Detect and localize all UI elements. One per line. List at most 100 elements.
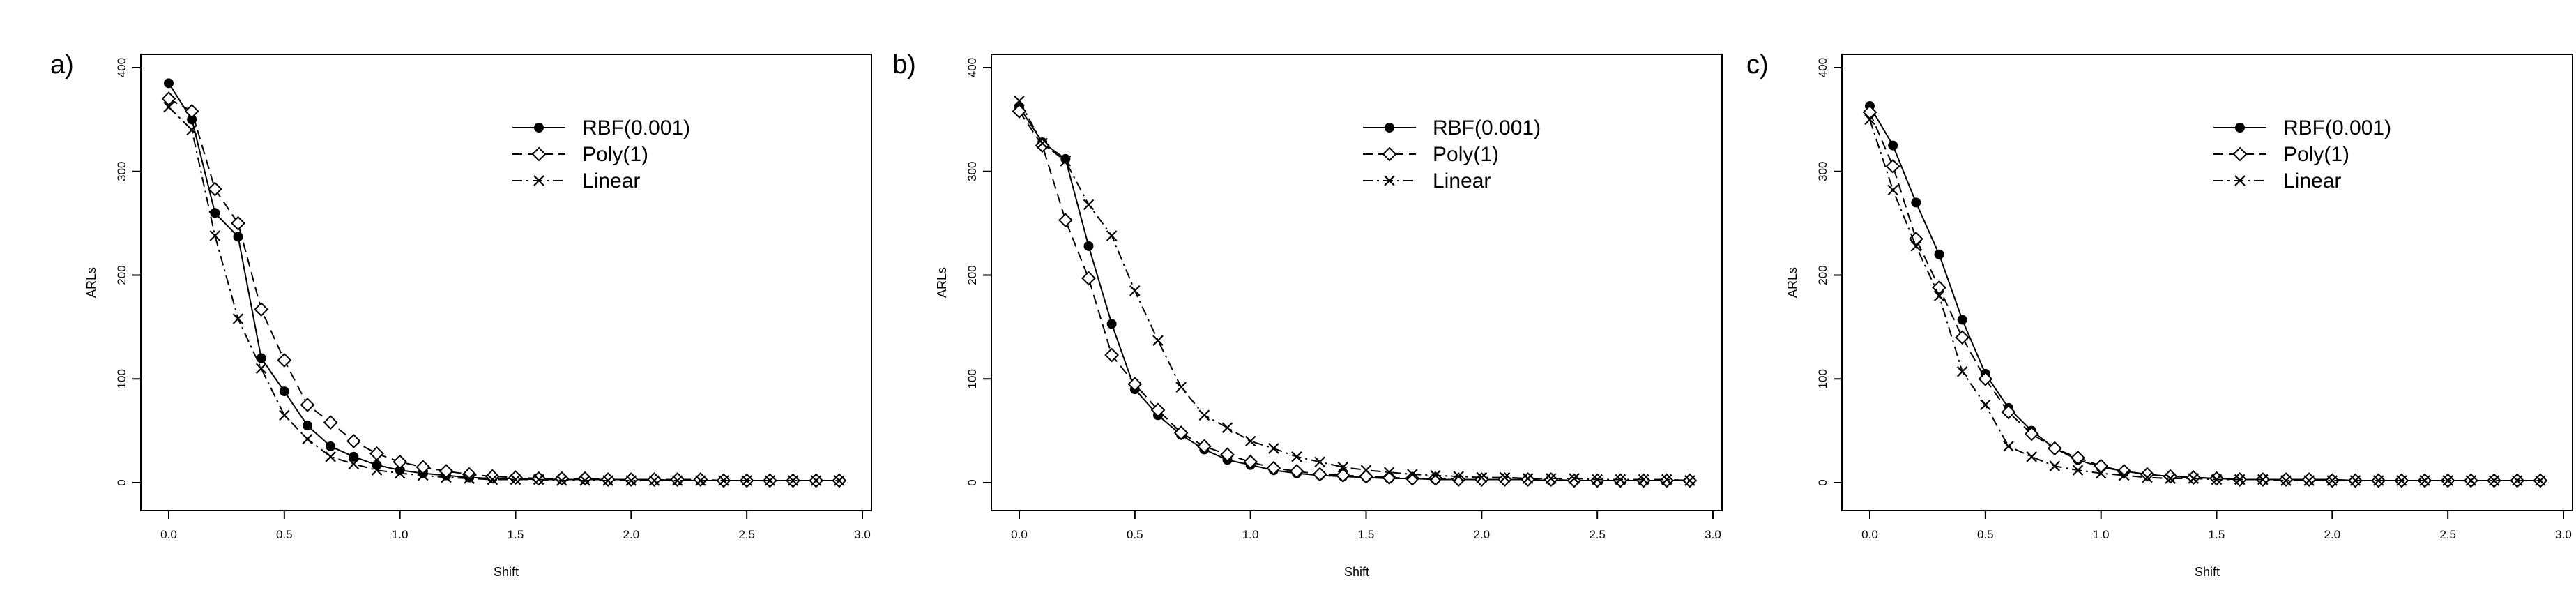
data-point	[255, 363, 267, 375]
data-point	[1453, 471, 1464, 482]
chart-panel-2: b) 0.0 0.5 1.0 1.5 2.0 2.5 3.0 0 100 200 300 400 Shif…	[892, 50, 1723, 579]
data-point	[1428, 471, 1443, 486]
data-point	[2535, 475, 2546, 486]
data-point	[2188, 473, 2200, 484]
data-point	[1407, 469, 1418, 480]
data-point	[2003, 441, 2014, 452]
y-tick-label: 300	[115, 162, 128, 181]
data-point	[2234, 474, 2246, 485]
plot-frame	[140, 54, 872, 511]
series-2	[1862, 105, 2548, 488]
series-line	[1019, 106, 1690, 481]
data-point	[2465, 475, 2477, 486]
y-axis-title: ARLs	[84, 267, 98, 298]
data-point	[2049, 460, 2061, 471]
legend-marker	[1382, 146, 1397, 162]
y-tick-label: 300	[1816, 162, 1829, 181]
y-tick-label: 100	[1816, 369, 1829, 388]
y-tick-label: 300	[966, 162, 979, 181]
data-point	[300, 398, 315, 412]
plot-frame	[991, 54, 1723, 511]
data-point	[209, 230, 221, 241]
x-tick-label: 0.5	[1977, 528, 1994, 541]
data-point	[1243, 454, 1258, 469]
series-line	[1869, 105, 2540, 481]
data-point	[2165, 473, 2176, 484]
data-point	[1638, 474, 1649, 485]
data-point	[1956, 366, 1968, 377]
x-tick-label: 0.5	[1127, 528, 1143, 541]
legend-marker	[2232, 146, 2248, 162]
series-3	[163, 101, 845, 486]
data-point	[232, 313, 244, 324]
data-point	[1430, 469, 1441, 481]
data-point	[718, 475, 729, 486]
legend-entry: Linear	[1433, 169, 1491, 192]
data-point	[1266, 460, 1281, 476]
data-point	[1081, 271, 1096, 286]
data-point	[1934, 249, 1944, 259]
series-1	[1865, 101, 2545, 486]
series-line	[168, 106, 839, 481]
data-point	[554, 471, 570, 486]
x-tick-label: 3.0	[854, 528, 871, 541]
y-tick-label: 400	[115, 58, 128, 77]
y-axis-title: ARLs	[1785, 267, 1799, 298]
plot-frame	[1841, 54, 2573, 511]
data-point	[2094, 458, 2109, 474]
data-point	[207, 181, 222, 197]
data-point	[1106, 230, 1118, 241]
data-point	[161, 91, 176, 107]
data-point	[648, 475, 660, 486]
legend-entry: Poly(1)	[1433, 143, 1499, 166]
data-point	[1037, 137, 1048, 149]
x-tick-label: 1.0	[392, 528, 409, 541]
y-tick-label: 200	[115, 265, 128, 285]
series-1	[164, 78, 844, 486]
x-tick-label: 0.5	[276, 528, 293, 541]
data-point	[418, 469, 429, 481]
data-point	[764, 475, 776, 486]
x-tick-label: 2.0	[623, 528, 640, 541]
data-point	[1684, 475, 1695, 486]
data-point	[533, 474, 544, 485]
data-point	[2326, 475, 2338, 486]
data-point	[1864, 114, 1875, 126]
x-tick-label: 3.0	[1705, 528, 1721, 541]
data-point	[1129, 285, 1141, 296]
series-line	[168, 98, 839, 481]
data-point	[2117, 464, 2132, 479]
data-point	[1221, 422, 1233, 433]
data-point	[1615, 474, 1626, 485]
data-point	[1035, 138, 1050, 153]
series-3	[1864, 114, 2546, 486]
x-tick-label: 2.0	[1474, 528, 1491, 541]
data-point	[487, 474, 498, 485]
y-tick-label: 0	[1816, 479, 1829, 485]
data-point	[1337, 461, 1349, 473]
data-point	[1083, 199, 1095, 211]
x-tick-label: 0.0	[160, 528, 177, 541]
series-3	[1014, 95, 1695, 486]
data-point	[279, 386, 289, 397]
data-point	[1058, 213, 1073, 228]
data-point	[1569, 473, 1580, 484]
x-axis-title: Shift	[2195, 565, 2220, 579]
data-point	[556, 475, 567, 486]
data-point	[1885, 158, 1900, 174]
legend-marker	[2235, 123, 2245, 133]
data-point	[2396, 475, 2407, 486]
data-point	[2419, 475, 2430, 486]
chart-panel-3: c) 0.0 0.5 1.0 1.5 2.0 2.5 3.0 0 100 200 300 400 Shif…	[1746, 50, 2573, 579]
x-tick-label: 1.0	[1242, 528, 1259, 541]
data-point	[508, 470, 523, 485]
data-point	[303, 421, 312, 431]
data-point	[1152, 335, 1164, 346]
data-point	[1592, 474, 1603, 485]
data-point	[1499, 471, 1511, 483]
data-point	[1083, 241, 1094, 251]
data-point	[2349, 475, 2361, 486]
chart-panel-1: a) 0.0 0.5 1.0 1.5 2.0 2.5 3.0 0 100 200 300 400 Shif…	[50, 50, 872, 579]
legend-entry: Poly(1)	[582, 143, 648, 166]
data-point	[2071, 450, 2085, 465]
